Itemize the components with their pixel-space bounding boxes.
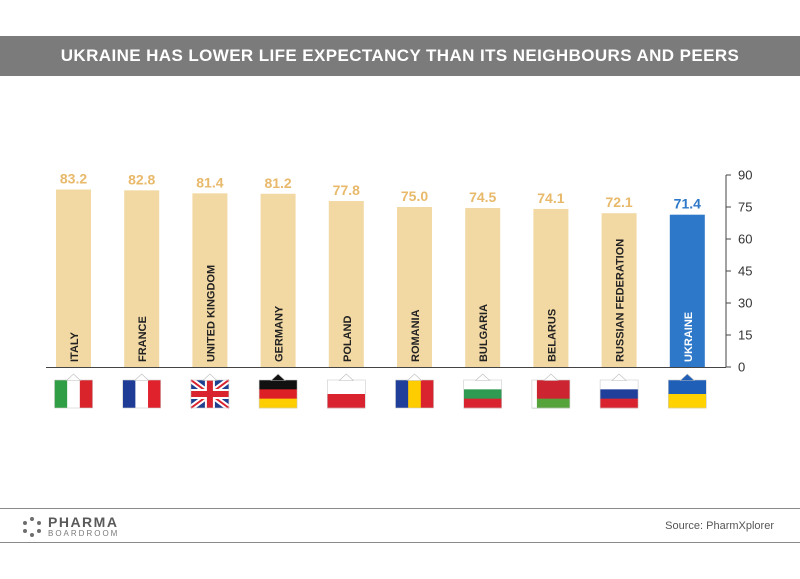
- germany-flag-icon: [258, 373, 298, 409]
- bar-category-label: GERMANY: [274, 305, 286, 362]
- logo-line2: BOARDROOM: [48, 529, 120, 538]
- bar-category-label: ROMANIA: [410, 309, 422, 362]
- italy-flag-icon: [54, 373, 93, 409]
- bar-category-label: FRANCE: [137, 316, 149, 362]
- y-tick-label: 15: [738, 328, 752, 343]
- bar-category-label: RUSSIAN FEDERATION: [615, 239, 627, 362]
- bulgaria-flag-icon: [463, 373, 503, 409]
- chart-title: UKRAINE HAS LOWER LIFE EXPECTANCY THAN I…: [60, 46, 740, 65]
- logo-dots-icon: [22, 516, 42, 537]
- france-flag-icon: [122, 373, 161, 409]
- bar: [397, 207, 432, 367]
- bar-category-label: BELARUS: [546, 309, 558, 362]
- bar-value-label: 74.1: [537, 190, 564, 206]
- poland-flag-icon: [326, 373, 366, 409]
- bar-category-label: ITALY: [69, 331, 81, 362]
- bar-category-label: BULGARIA: [478, 304, 490, 362]
- logo-line1: PHARMA: [48, 514, 119, 530]
- bar: [669, 214, 705, 367]
- y-tick-label: 0: [738, 360, 745, 375]
- bar-value-label: 77.8: [333, 182, 360, 198]
- footer-divider-bottom: [0, 542, 800, 543]
- bar: [192, 193, 228, 367]
- bar-value-label: 81.4: [196, 174, 223, 190]
- bar-chart: 0 15 30 45 60 75 90 83.2 ITALY 82.8 FRANCE 81.4 UNIT…: [46, 168, 752, 411]
- bar-value-label: 74.5: [469, 189, 496, 205]
- bar-value-label: 72.1: [605, 194, 632, 210]
- bar: [260, 193, 296, 367]
- y-tick-label: 60: [738, 232, 752, 247]
- bar-value-label: 82.8: [128, 171, 155, 187]
- bar-value-label: 75.0: [401, 188, 428, 204]
- bar-category-label: UKRAINE: [683, 312, 695, 362]
- source-note: Source: PharmXplorer: [665, 520, 774, 532]
- bar-value-label: 81.2: [264, 175, 291, 191]
- title-banner: UKRAINE HAS LOWER LIFE EXPECTANCY THAN I…: [0, 36, 800, 76]
- bar-value-label: 71.4: [674, 196, 701, 212]
- uk-flag-icon: [189, 373, 231, 411]
- bar-category-label: POLAND: [342, 316, 354, 363]
- footer-divider-top: [0, 508, 800, 509]
- bar: [465, 208, 501, 367]
- bar-category-label: UNITED KINGDOM: [205, 265, 217, 362]
- pharma-boardroom-logo: PHARMA BOARDROOM: [22, 515, 119, 538]
- y-tick-label: 30: [738, 296, 752, 311]
- russia-flag-icon: [599, 373, 639, 409]
- y-tick-label: 45: [738, 264, 752, 279]
- bar-value-label: 83.2: [60, 171, 87, 187]
- ukraine-flag-icon: [667, 373, 707, 409]
- y-tick-label: 75: [738, 200, 752, 215]
- bar: [124, 190, 160, 367]
- belarus-flag-icon: [531, 373, 571, 409]
- romania-flag-icon: [395, 373, 434, 409]
- bar: [328, 201, 364, 367]
- y-tick-label: 90: [738, 168, 752, 183]
- bar: [56, 189, 91, 367]
- bar: [533, 208, 569, 367]
- bar: [601, 213, 637, 367]
